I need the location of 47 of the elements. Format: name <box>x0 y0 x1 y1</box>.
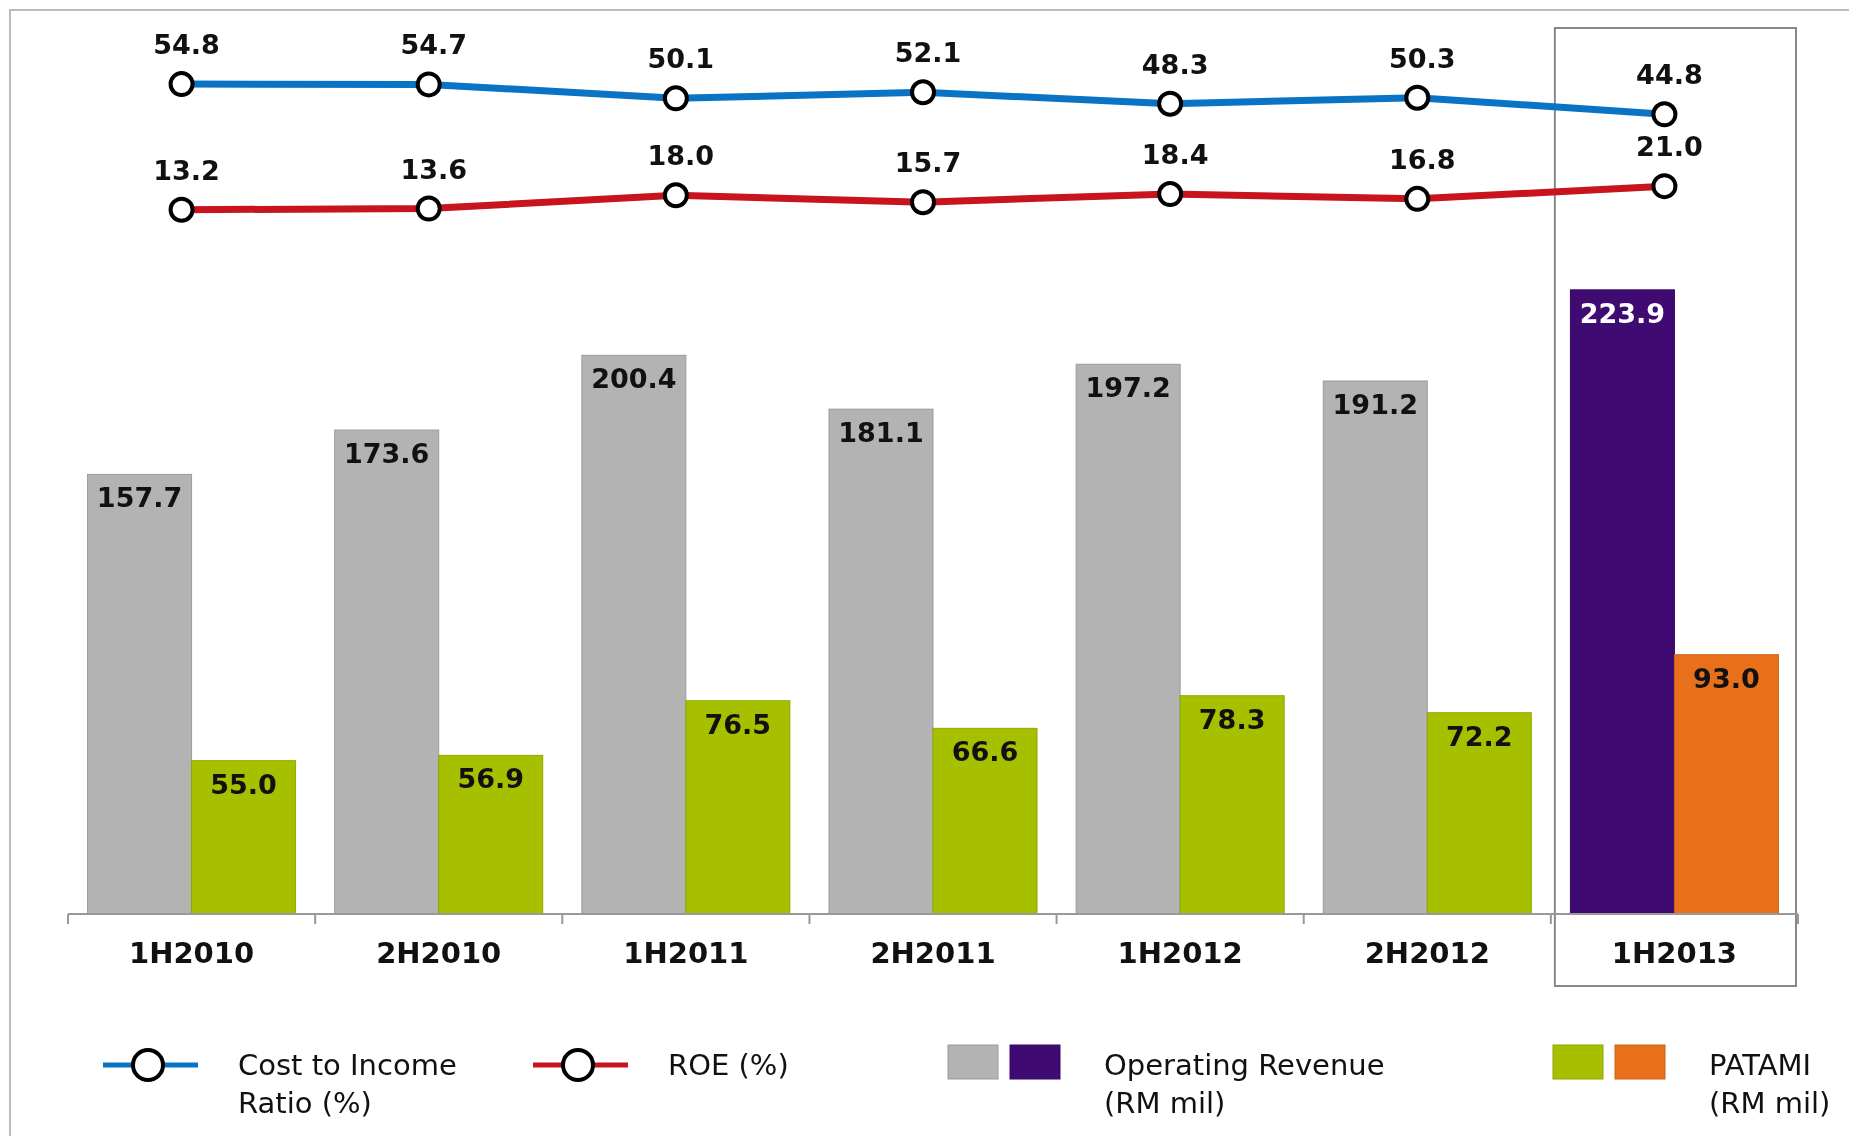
x-tick-label: 2H2010 <box>376 936 502 970</box>
legend-label: Operating Revenue (RM mil) <box>1104 1048 1385 1120</box>
data-label: 72.2 <box>1445 720 1513 752</box>
data-label: 16.8 <box>1388 143 1456 175</box>
data-label: 93.0 <box>1693 662 1760 694</box>
data-label: 200.4 <box>591 363 677 395</box>
bar <box>1179 695 1285 915</box>
legend-label: PATAMI (RM mil) <box>1709 1048 1831 1120</box>
x-tick-label: 2H2012 <box>1364 936 1490 970</box>
data-label: 181.1 <box>838 417 924 449</box>
data-label: 18.4 <box>1141 139 1209 171</box>
bar <box>438 754 544 915</box>
data-label: 76.5 <box>704 708 772 740</box>
data-label: 223.9 <box>1579 297 1666 329</box>
data-label: 50.1 <box>647 43 715 75</box>
data-label: 197.2 <box>1085 372 1171 404</box>
data-label: 13.6 <box>400 153 468 185</box>
data-label: 13.2 <box>153 154 220 186</box>
data-label: 15.7 <box>894 147 962 179</box>
bar <box>685 700 791 915</box>
data-label: 157.7 <box>96 482 183 514</box>
x-tick-label: 1H2011 <box>623 936 749 970</box>
bar <box>1426 712 1532 915</box>
data-label: 18.0 <box>647 140 715 172</box>
data-label: 44.8 <box>1636 59 1703 91</box>
bar <box>1673 654 1779 915</box>
bar <box>1569 289 1675 915</box>
data-label: 173.6 <box>344 438 430 470</box>
data-label: 78.3 <box>1198 703 1266 735</box>
bar <box>191 760 297 915</box>
data-label: 48.3 <box>1141 48 1209 80</box>
x-tick-label: 1H2012 <box>1117 936 1243 970</box>
data-label: 50.3 <box>1388 42 1456 74</box>
data-label: 56.9 <box>457 763 525 795</box>
data-label: 21.0 <box>1636 131 1703 163</box>
data-label: 191.2 <box>1332 388 1418 420</box>
x-tick-label: 1H2013 <box>1611 936 1738 970</box>
data-label: 52.1 <box>894 37 962 69</box>
data-label: 54.8 <box>153 29 220 61</box>
data-label: 55.0 <box>210 768 277 800</box>
x-tick-label: 1H2010 <box>128 936 255 970</box>
legend-label: Cost to Income Ratio (%) <box>238 1048 457 1120</box>
data-label: 66.6 <box>951 736 1019 768</box>
x-tick-label: 2H2011 <box>870 936 996 970</box>
bar <box>932 727 1038 915</box>
data-label: 54.7 <box>400 29 468 61</box>
legend-label: ROE (%) <box>668 1048 789 1082</box>
